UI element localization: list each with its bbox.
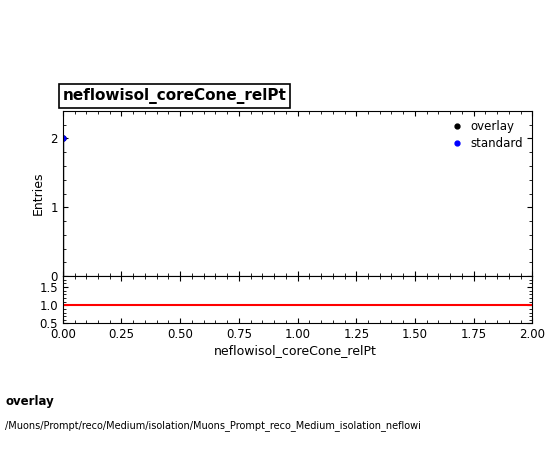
Legend: overlay, standard: overlay, standard	[444, 117, 526, 153]
Text: overlay: overlay	[5, 395, 54, 408]
Text: /Muons/Prompt/reco/Medium/isolation/Muons_Prompt_reco_Medium_isolation_neflowi: /Muons/Prompt/reco/Medium/isolation/Muon…	[5, 420, 422, 432]
Y-axis label: Entries: Entries	[32, 172, 45, 215]
Text: neflowisol_coreCone_relPt: neflowisol_coreCone_relPt	[63, 88, 287, 104]
Text: neflowisol_coreCone_relPt: neflowisol_coreCone_relPt	[213, 344, 376, 357]
